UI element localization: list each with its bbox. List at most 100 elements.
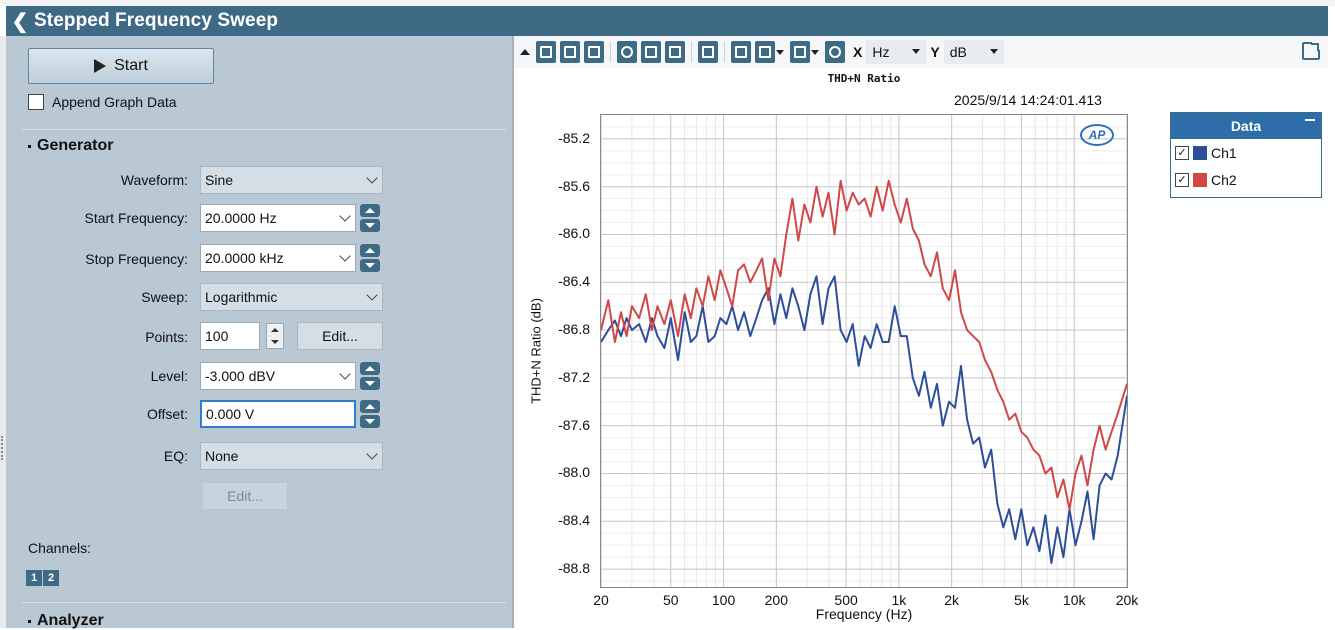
step-down-button[interactable] — [360, 219, 380, 232]
y-tick-label: -88.8 — [558, 560, 590, 577]
arrow-up-icon — [365, 208, 375, 213]
y-tick-label: -87.6 — [558, 416, 590, 433]
bullet-icon — [28, 144, 31, 148]
y-tick-label: -85.6 — [558, 177, 590, 194]
print-icon[interactable] — [584, 41, 604, 63]
x-unit-selector[interactable]: X Hz — [853, 40, 927, 64]
x-tick-label: 5k — [1014, 592, 1029, 608]
ch1-color-swatch — [1193, 145, 1207, 160]
arrow-up-icon — [365, 404, 375, 409]
zoom-out-full-icon[interactable] — [665, 41, 685, 63]
stop-frequency-input[interactable]: 20.0000 kHz — [200, 244, 356, 272]
start-frequency-stepper[interactable] — [360, 204, 380, 232]
graph-settings-icon[interactable] — [825, 41, 845, 63]
step-down-button[interactable] — [360, 377, 380, 390]
waveform-label: Waveform: — [120, 172, 188, 188]
offset-stepper[interactable] — [360, 400, 380, 428]
play-icon — [94, 59, 107, 73]
y-tick-label: -86.4 — [558, 273, 590, 290]
sweep-select[interactable]: Logarithmic — [200, 283, 383, 311]
offset-label: Offset: — [147, 406, 188, 422]
back-arrow-icon[interactable]: ❮ — [11, 10, 29, 33]
stop-frequency-stepper[interactable] — [360, 244, 380, 272]
graph-timestamp: 2025/9/14 14:24:01.413 — [954, 92, 1102, 108]
graph-toolbar: X Hz Y dB — [514, 36, 1328, 68]
step-up-button[interactable] — [360, 244, 380, 257]
x-tick-label: 1k — [891, 592, 907, 608]
step-up-button[interactable] — [360, 204, 380, 217]
start-frequency-input[interactable]: 20.0000 Hz — [200, 204, 356, 232]
step-up-button[interactable] — [360, 400, 380, 413]
arrow-down-icon — [365, 381, 375, 386]
analyzer-section-header[interactable]: Analyzer — [28, 612, 104, 630]
table-icon[interactable] — [731, 41, 751, 63]
pin-icon[interactable] — [1305, 119, 1315, 127]
append-checkbox[interactable] — [28, 94, 44, 110]
y-axis-title: THD+N Ratio (dB) — [528, 298, 544, 404]
checkbox-checked-icon[interactable]: ✓ — [1175, 172, 1189, 187]
step-up-button[interactable] — [267, 324, 283, 336]
channel-2-button[interactable]: 2 — [43, 570, 59, 586]
points-input[interactable]: 100 — [200, 322, 260, 350]
collapse-toolbar-icon[interactable] — [518, 41, 532, 63]
chevron-down-icon — [366, 289, 378, 301]
pane-divider[interactable] — [512, 36, 514, 628]
scale-menu-icon[interactable] — [755, 41, 775, 63]
x-tick-label: 200 — [764, 592, 789, 608]
channel-1-button[interactable]: 1 — [26, 570, 42, 586]
start-button[interactable]: Start — [28, 48, 214, 84]
eq-edit-button[interactable]: Edit... — [202, 482, 288, 510]
sweep-value: Logarithmic — [205, 289, 278, 305]
offset-input[interactable]: 0.000 V — [200, 400, 356, 428]
divider-line — [22, 129, 506, 130]
waveform-select[interactable]: Sine — [200, 166, 383, 194]
left-edge — [0, 36, 6, 628]
append-graph-data[interactable]: Append Graph Data — [28, 94, 177, 110]
start-frequency-value: 20.0000 Hz — [205, 210, 277, 226]
arrow-down-icon — [271, 340, 279, 344]
points-stepper[interactable] — [266, 323, 284, 349]
x-unit-value: Hz — [872, 44, 890, 60]
level-stepper[interactable] — [360, 362, 380, 390]
sidebar: Start Append Graph Data Generator Wavefo… — [6, 36, 512, 630]
y-tick-label: -86.8 — [558, 321, 590, 338]
zoom-icon[interactable] — [617, 41, 637, 63]
plot-area[interactable] — [600, 114, 1128, 588]
points-edit-button[interactable]: Edit... — [297, 322, 383, 350]
y-unit-selector[interactable]: Y dB — [930, 40, 1004, 64]
step-up-button[interactable] — [360, 362, 380, 375]
graph-title: THD+N Ratio — [827, 72, 901, 85]
x-tick-label: 10k — [1062, 592, 1086, 608]
legend-item-ch1[interactable]: ✓ Ch1 — [1171, 139, 1321, 166]
bullet-icon — [28, 619, 31, 623]
copy-image-icon[interactable] — [560, 41, 580, 63]
caret-down-icon — [989, 49, 998, 54]
resize-grip-icon[interactable] — [1, 436, 4, 460]
arrow-down-icon — [365, 263, 375, 268]
x-unit-select[interactable]: Hz — [866, 40, 927, 64]
zoom-fit-icon[interactable] — [641, 41, 661, 63]
channel-buttons: 1 2 — [26, 570, 59, 586]
trace-style-dropdown[interactable] — [811, 41, 819, 63]
eq-select[interactable]: None — [200, 442, 383, 470]
step-down-button[interactable] — [267, 336, 283, 348]
scale-menu-dropdown[interactable] — [776, 41, 784, 63]
level-input[interactable]: -3.000 dBV — [200, 362, 356, 390]
level-label: Level: — [150, 368, 188, 384]
step-down-button[interactable] — [360, 415, 380, 428]
arrow-up-icon — [271, 328, 279, 332]
points-edit-label: Edit... — [322, 328, 358, 344]
caret-down-icon — [776, 49, 784, 55]
points-label: Points: — [145, 329, 188, 345]
arrow-up-icon — [365, 366, 375, 371]
generator-section-header[interactable]: Generator — [28, 137, 113, 155]
checkbox-checked-icon[interactable]: ✓ — [1175, 145, 1189, 160]
save-icon[interactable] — [536, 41, 556, 63]
trace-style-icon[interactable] — [790, 41, 810, 63]
legend-item-ch2[interactable]: ✓ Ch2 — [1171, 166, 1321, 193]
y-unit-select[interactable]: dB — [943, 40, 1004, 64]
step-down-button[interactable] — [360, 259, 380, 272]
popout-icon[interactable] — [1302, 42, 1320, 60]
crosshair-icon[interactable] — [698, 41, 718, 63]
analyzer-section-label: Analyzer — [37, 612, 104, 629]
